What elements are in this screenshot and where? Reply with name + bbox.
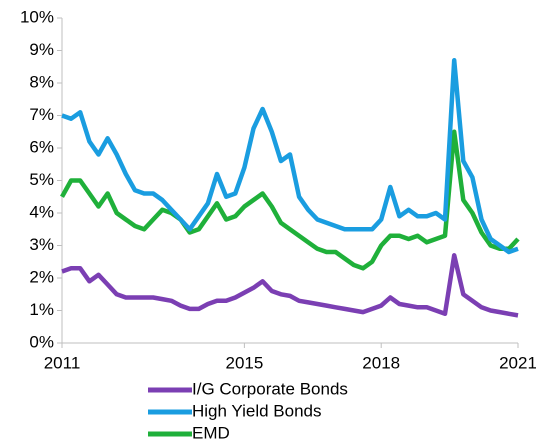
y-tick-label: 3% xyxy=(29,235,54,254)
y-tick-label: 0% xyxy=(29,332,54,351)
y-tick-label: 7% xyxy=(29,105,54,124)
series-line xyxy=(60,129,520,271)
x-tick-label: 2011 xyxy=(44,353,81,372)
y-tick-label: 8% xyxy=(29,72,54,91)
legend-label: I/G Corporate Bonds xyxy=(192,379,348,398)
x-tick-label: 2021 xyxy=(499,353,536,372)
y-tick-label: 1% xyxy=(29,300,54,319)
y-tick-label: 5% xyxy=(29,170,54,189)
legend-label: High Yield Bonds xyxy=(192,401,321,420)
y-tick-label: 2% xyxy=(29,267,54,286)
y-tick-label: 4% xyxy=(29,202,54,221)
x-tick-label: 2015 xyxy=(225,353,263,372)
series-line xyxy=(61,253,519,318)
y-tick-label: 6% xyxy=(29,137,54,156)
y-tick-label: 9% xyxy=(29,40,54,59)
y-tick-label: 10% xyxy=(20,7,54,26)
x-tick-label: 2018 xyxy=(362,353,400,372)
series-line xyxy=(61,58,519,255)
legend-label: EMD xyxy=(192,423,230,442)
